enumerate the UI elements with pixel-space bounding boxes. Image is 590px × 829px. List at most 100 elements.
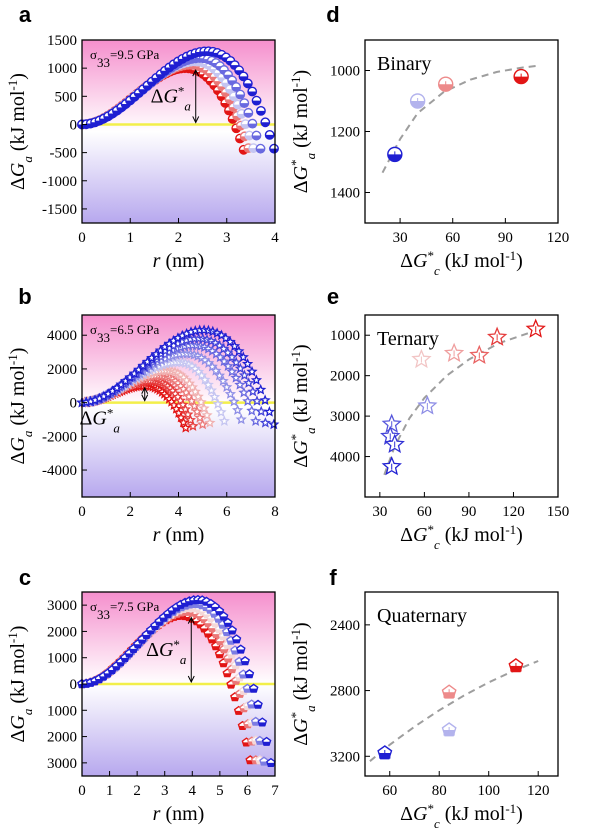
marker-fill (252, 721, 260, 726)
marker-fill (256, 110, 266, 116)
y-axis-label: ΔG*a (kJ mol-1) (288, 70, 318, 193)
marker-star (230, 371, 242, 383)
marker-fill (235, 710, 243, 715)
y-tick-label: 500 (55, 89, 78, 105)
marker-star (191, 405, 203, 417)
marker-fill (248, 741, 256, 745)
text-span: (kJ mol (7, 365, 29, 431)
marker-fill (204, 633, 212, 637)
marker-fill (200, 628, 208, 632)
text-span: a (184, 98, 191, 113)
marker-fill (252, 740, 260, 744)
text-span: Δ (290, 455, 312, 468)
plot-frame (364, 314, 559, 498)
text-span: ) (7, 348, 29, 355)
marker-star (218, 342, 230, 354)
text-span: G (163, 85, 178, 107)
marker-star (230, 356, 242, 368)
text-span: c (434, 816, 440, 829)
text-span: (nm) (160, 250, 204, 272)
marker-fill (258, 722, 266, 726)
text-span: Δ (400, 803, 413, 825)
text-span: Δ (400, 524, 413, 546)
y-tick-label: 1000 (47, 651, 77, 667)
marker-fill (91, 681, 99, 685)
marker-fill (155, 621, 163, 625)
text-span: -1 (505, 522, 516, 537)
x-axis-label: ΔG*c (kJ mol-1) (400, 248, 523, 278)
marker-star (222, 360, 234, 371)
panel-e: Ternary 30 60 90 120 150 1000 2000 3000 4000 ΔG*c … (288, 284, 570, 552)
marker-fill (410, 101, 425, 108)
data-point-0 (387, 146, 403, 163)
system-label: Ternary (377, 328, 439, 350)
marker-fill (237, 649, 245, 653)
marker-fill (190, 603, 198, 608)
marker-fill (229, 96, 239, 101)
marker-star (214, 351, 226, 363)
marker-fill (239, 725, 246, 730)
marker-star (224, 335, 236, 347)
marker-fill (216, 654, 223, 658)
x-tick-label: 2 (133, 783, 141, 799)
y-tick-label: 1400 (330, 186, 360, 202)
marker-fill (156, 74, 165, 79)
marker-fill (256, 740, 264, 745)
panel-label: e (327, 284, 339, 309)
marker-fill (134, 93, 143, 98)
marker-star (255, 383, 267, 395)
marker-star (184, 414, 196, 425)
marker-fill (245, 135, 254, 140)
marker-fill (121, 104, 130, 109)
y-tick-label: 2000 (330, 369, 360, 385)
marker-fill (220, 663, 227, 667)
trend-line (369, 660, 539, 762)
marker-star (212, 398, 224, 409)
marker-fill (185, 601, 193, 605)
marker-fill (183, 608, 191, 612)
y-tick-label: -500 (50, 146, 78, 162)
marker-fill (256, 148, 265, 153)
text-span: G (159, 639, 174, 661)
marker-fill (254, 704, 262, 709)
marker-fill (248, 704, 255, 708)
text-span: a (303, 152, 318, 159)
marker-star (268, 418, 280, 430)
marker-star (198, 402, 210, 414)
data-point-9 (381, 456, 402, 476)
data-point-3 (443, 342, 465, 363)
y-tick-label: 0 (70, 396, 78, 412)
marker-fill (267, 762, 275, 767)
x-tick-label: 120 (547, 230, 570, 246)
marker-fill (224, 658, 232, 662)
marker-fill (160, 617, 167, 621)
marker-star (180, 421, 192, 433)
text-span: (kJ mol (290, 361, 312, 427)
marker-fill (134, 644, 142, 648)
text-span: a (20, 156, 35, 163)
y-tick-label: 4000 (47, 328, 77, 344)
text-span: (kJ mol (440, 803, 506, 825)
y-tick-label: 1000 (330, 64, 360, 80)
marker-fill (224, 110, 234, 115)
data-point-1 (441, 722, 457, 737)
marker-fill (438, 84, 453, 92)
barrier-label: ΔG*a (146, 636, 187, 666)
marker-star (204, 417, 216, 428)
data-point-0 (377, 745, 393, 760)
marker-fill (143, 634, 150, 639)
marker-star (235, 413, 247, 425)
x-tick-label: 1 (127, 230, 135, 246)
text-span: ) (290, 344, 312, 351)
x-tick-label: 6 (244, 783, 252, 799)
marker-fill (151, 77, 161, 83)
marker-fill (244, 112, 253, 118)
data-point-2 (441, 684, 457, 699)
x-tick-label: 3 (223, 230, 231, 246)
x-tick-label: 8 (271, 504, 279, 520)
text-span: G (290, 165, 312, 180)
text-span: -1 (288, 76, 303, 87)
